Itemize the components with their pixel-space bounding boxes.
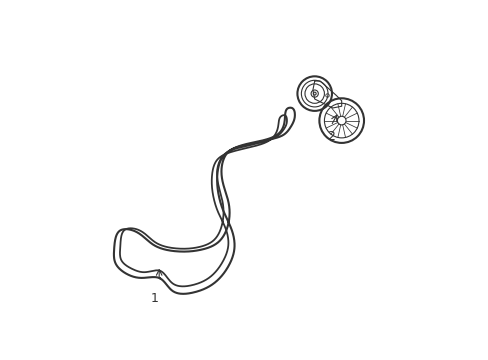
Text: 1: 1 [150, 292, 158, 305]
Text: 2: 2 [326, 130, 334, 143]
